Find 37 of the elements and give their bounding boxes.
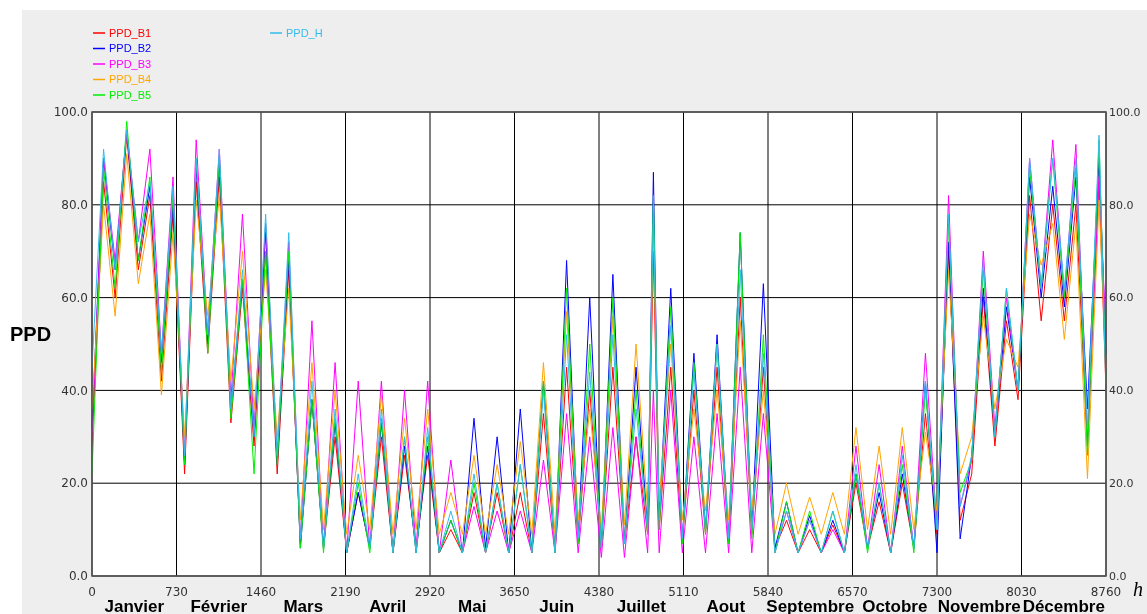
y2-tick-label: 60.0 (1109, 291, 1134, 305)
x-tick-label: 4380 (583, 585, 615, 600)
legend-label: PPD_B1 (109, 26, 152, 39)
y2-tick-label: 100.0 (1109, 105, 1141, 119)
y2-tick-label: 0.0 (1109, 569, 1127, 583)
legend-label: PPD_B4 (109, 73, 152, 86)
text: Avril (369, 596, 407, 614)
x-tick-label: 730 (165, 585, 188, 600)
y2-tick-label: 20.0 (1109, 477, 1134, 491)
y-tick-label: 0.0 (68, 569, 88, 584)
legend-label: PPD_B2 (109, 42, 152, 55)
text: Février (190, 596, 248, 614)
y-tick-label: 100.0 (53, 105, 88, 120)
x-axis-title: h (1133, 578, 1143, 600)
text: Mai (458, 596, 487, 614)
x-tick-label: 0 (88, 585, 96, 600)
x-tick-label: 2190 (330, 585, 361, 600)
x-tick-label: 5110 (668, 585, 699, 600)
text: Aout (706, 596, 746, 614)
legend-label: PPD_B3 (109, 57, 152, 70)
x-tick-label: 1460 (245, 585, 277, 600)
text: Mars (283, 596, 324, 614)
text: Janvier (104, 596, 165, 614)
y-tick-label: 80.0 (61, 198, 88, 212)
y2-tick-label: 40.0 (1109, 384, 1134, 398)
text: Juillet (616, 596, 667, 614)
text: Juin (539, 596, 575, 614)
x-tick-label: 2920 (414, 585, 446, 600)
legend-label: PPD_H (286, 26, 323, 39)
y2-tick-label: 80.0 (1109, 198, 1134, 212)
x-tick-label: 3650 (499, 585, 530, 600)
x-tick-label: 5840 (752, 585, 784, 600)
y-tick-label: 20.0 (61, 476, 88, 491)
legend-label: PPD_B5 (109, 88, 152, 101)
y-tick-label: 60.0 (61, 290, 88, 305)
y-axis-title: PPD (10, 323, 52, 345)
y-tick-label: 40.0 (61, 383, 88, 398)
